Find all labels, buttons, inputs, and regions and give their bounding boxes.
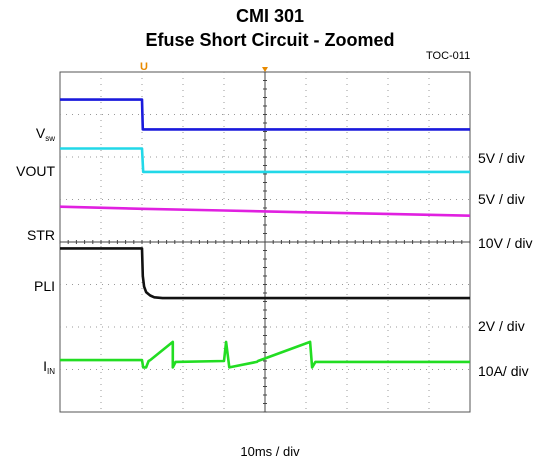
trigger-position-marker	[262, 67, 268, 72]
chart-subtitle: Efuse Short Circuit - Zoomed	[145, 30, 395, 50]
scale-label-vout: 5V / div	[478, 191, 525, 207]
scale-label-pli: 2V / div	[478, 318, 525, 334]
trigger-marker: U	[140, 61, 148, 73]
figure-id: TOC-011	[426, 50, 471, 62]
trace-vsw	[60, 98, 470, 131]
scale-label-vsw: 5V / div	[478, 150, 525, 166]
trace-iin	[60, 340, 470, 369]
trace-str	[59, 205, 471, 217]
scale-label-iin: 10A/ div	[478, 363, 529, 379]
series-label-pli: PLI	[33, 278, 55, 294]
series-label-vout: VOUT	[16, 163, 55, 179]
series-label-iin: IIN	[43, 358, 55, 376]
trace-vout	[60, 147, 470, 174]
series-label-str: STR	[27, 227, 55, 243]
x-axis-label: 10ms / div	[240, 444, 300, 459]
series-label-vsw: Vsw	[35, 125, 55, 143]
scale-label-str: 10V / div	[478, 235, 533, 251]
chart-title: CMI 301	[235, 6, 305, 26]
trace-pli	[60, 247, 470, 300]
